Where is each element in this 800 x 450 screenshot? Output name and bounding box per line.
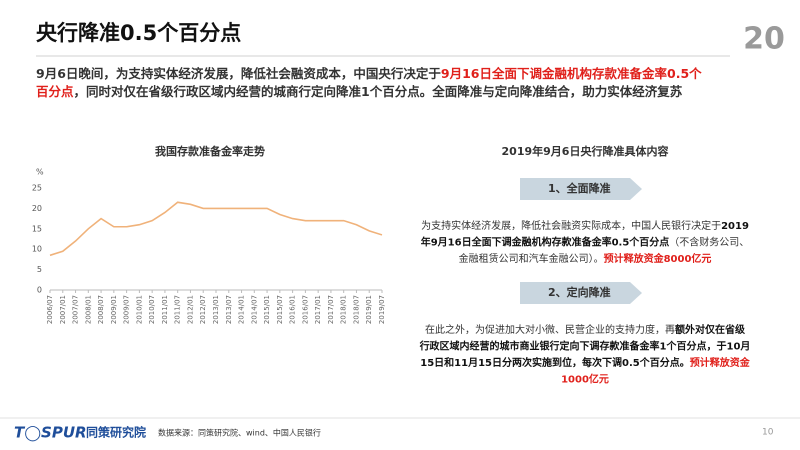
x-tick-label: 2015/07 [276, 295, 284, 324]
chart-title: 我国存款准备金率走势 [155, 144, 265, 158]
x-tick-label: 2017/07 [327, 295, 335, 324]
x-tick-label: 2007/07 [72, 295, 80, 324]
y-tick-label: 15 [32, 224, 42, 233]
x-tick-label: 2012/01 [186, 295, 194, 324]
x-tick-label: 2018/01 [340, 295, 348, 324]
corner-logo: 20 [743, 22, 785, 57]
brand: T◯SPUR [14, 424, 87, 442]
text-line: 行政区域内经营的城市商业银行定向下调存款准备金率1个百分点，于10月 [419, 340, 751, 353]
page-number: 10 [762, 428, 774, 438]
x-tick-label: 2010/07 [148, 295, 156, 324]
text-segment: 15日和11月15日分两次实施到位，每次下调0.5个百分点。 [420, 356, 689, 369]
x-tick-label: 2007/01 [59, 295, 67, 324]
text-segment: 行政区域内经营的城市商业银行定向下调存款准备金率1个百分点，于10月 [419, 340, 751, 353]
text-line: 年9月16日全面下调金融机构存款准备金率0.5个百分点（不含财务公司、 [421, 236, 750, 249]
section-heading: 2、定向降准 [548, 285, 611, 299]
text-line: 在此之外，为促进加大对小微、民营企业的支持力度，再额外对仅在省级 [425, 323, 746, 336]
y-tick-label: 0 [37, 286, 42, 295]
text-line: 为支持实体经济发展，降低社会融资实际成本，中国人民银行决定于2019 [421, 219, 749, 232]
text-segment: 预计释放资金 [690, 356, 751, 369]
x-tick-label: 2013/01 [212, 295, 220, 324]
text-segment: 在此之外，为促进加大对小微、民营企业的支持力度，再 [425, 323, 675, 336]
x-tick-label: 2014/07 [250, 295, 258, 324]
text-line: 1000亿元 [561, 373, 609, 386]
x-tick-label: 2015/01 [263, 295, 271, 324]
text-segment: 2019 [721, 221, 749, 232]
text-segment: 1000亿元 [561, 373, 609, 386]
y-tick-label: 5 [37, 265, 42, 274]
x-tick-label: 2008/01 [84, 295, 92, 324]
panel-title: 2019年9月6日央行降准具体内容 [502, 144, 669, 158]
text-segment: 为支持实体经济发展，降低社会融资实际成本，中国人民银行决定于 [421, 219, 721, 232]
slide-title: 央行降准0.5个百分点 [36, 21, 241, 45]
intro: 9月6日晚间，为支持实体经济发展，降低社会融资成本，中国央行决定于9月16日全面… [36, 66, 702, 99]
brand-cn: 同策研究院 [86, 425, 146, 440]
line-series [49, 201, 383, 257]
x-tick-label: 2016/07 [301, 295, 309, 324]
x-tick-label: 2019/01 [365, 295, 373, 324]
text-line: 百分点，同时对仅在省级行政区域内经营的城商行定向降准1个百分点。全面降准与定向降… [36, 84, 683, 99]
x-tick-label: 2014/01 [238, 295, 246, 324]
x-tick-label: 2009/07 [123, 295, 131, 324]
x-tick-label: 2013/07 [225, 295, 233, 324]
text-segment: 年9月16日全面下调金融机构存款准备金率0.5个百分点 [421, 236, 670, 249]
y-tick-label: 10 [32, 245, 42, 254]
source: 数据来源：同策研究院、wind、中国人民银行 [158, 428, 321, 438]
text-segment: ，同时对仅在省级行政区域内经营的城商行定向降准1个百分点。全面降准与定向降准结合… [74, 84, 683, 99]
x-tick-label: 2008/07 [97, 295, 105, 324]
x-tick-label: 2016/01 [289, 295, 297, 324]
y-tick-label: 25 [32, 184, 42, 193]
x-tick-label: 2012/07 [199, 295, 207, 324]
y-unit: % [36, 168, 44, 177]
text-segment: 9月16日全面下调金融机构存款准备金率0.5个 [441, 66, 702, 81]
panel: 1、全面降准为支持实体经济发展，降低社会融资实际成本，中国人民银行决定于2019… [419, 178, 751, 386]
text-line: 15日和11月15日分两次实施到位，每次下调0.5个百分点。预计释放资金 [420, 356, 750, 369]
x-tick-label: 2006/07 [46, 295, 54, 324]
text-line: 金融租赁公司和汽车金融公司）。预计释放资金8000亿元 [459, 252, 712, 265]
text-segment: 百分点 [36, 84, 74, 99]
text-line: 9月6日晚间，为支持实体经济发展，降低社会融资成本，中国央行决定于9月16日全面… [36, 66, 702, 81]
x-tick-label: 2019/07 [378, 295, 386, 324]
section-tab [520, 282, 642, 304]
text-segment: （不含财务公司、 [669, 236, 749, 249]
y-tick-label: 20 [32, 204, 42, 213]
text-segment: 金融租赁公司和汽车金融公司）。 [459, 252, 604, 265]
x-tick-label: 2017/01 [314, 295, 322, 324]
text-segment: 预计释放资金8000亿元 [604, 252, 712, 265]
section-tab [520, 178, 642, 200]
text-segment: 额外对仅在省级 [675, 323, 746, 336]
section-heading: 1、全面降准 [548, 181, 611, 195]
x-tick-label: 2011/07 [174, 295, 182, 324]
x-tick-label: 2018/07 [352, 295, 360, 324]
x-tick-label: 2010/01 [135, 295, 143, 324]
x-tick-label: 2009/01 [110, 295, 118, 324]
text-segment: 9月6日晚间，为支持实体经济发展，降低社会融资成本，中国央行决定于 [36, 66, 441, 81]
x-tick-label: 2011/01 [161, 295, 169, 324]
